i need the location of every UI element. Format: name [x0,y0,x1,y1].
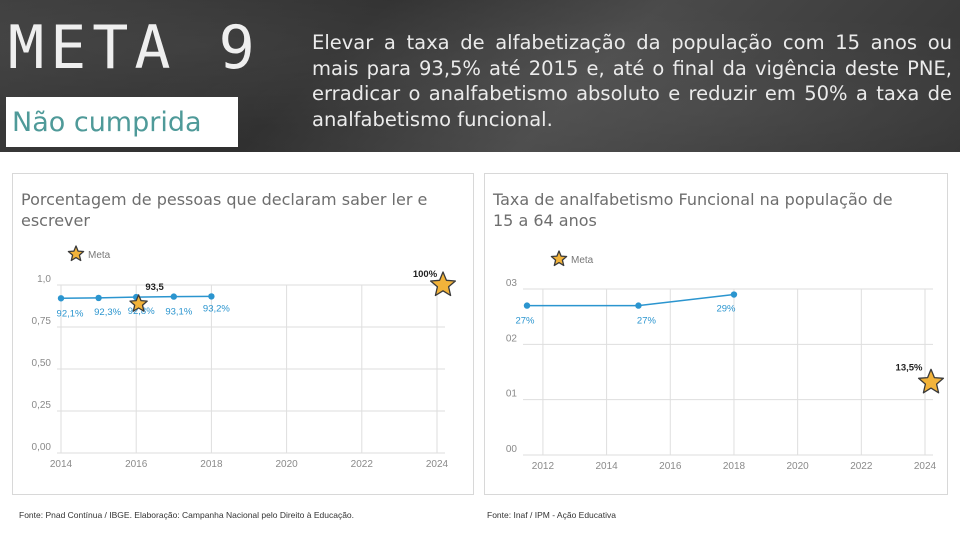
x-tick-label: 2012 [532,461,555,472]
goal-number-title: META 9 [8,13,261,83]
y-tick-label: 0,50 [32,358,52,369]
chart-panel-literacy: Porcentagem de pessoas que declaram sabe… [12,173,474,495]
y-tick-label: 01 [506,389,518,400]
x-tick-label: 2020 [787,461,810,472]
data-label: 27% [637,316,657,327]
target-star-icon [429,271,457,297]
target-star-icon [67,245,85,262]
data-point [170,293,177,300]
data-point [208,293,215,300]
legend-label: Meta [571,255,594,266]
status-label: Não cumprida [12,106,202,138]
x-tick-label: 2014 [50,459,73,470]
x-tick-label: 2016 [659,461,682,472]
data-label: 93,2% [203,303,230,314]
literacy-chart: Meta 2014 2016 2018 2020 2022 2024 1,0 0,75 0,50 0… [32,245,457,470]
y-tick-label: 03 [506,278,518,289]
series-line [527,293,735,307]
goal-description: Elevar a taxa de alfabetização da popula… [312,31,952,131]
target-label: 13,5% [896,362,923,373]
x-tick-label: 2018 [723,461,746,472]
functional-illiteracy-chart: Meta 2012 2014 2016 2018 2020 2022 2024 03 02 01 00… [506,250,945,472]
legend-label: Meta [88,250,111,261]
x-tick-label: 2018 [200,459,223,470]
data-label: 29% [716,304,736,315]
chart-title: Porcentagem de pessoas que declaram sabe… [21,190,428,230]
target-star-icon [550,250,568,267]
data-label: 92,8% [128,306,155,317]
data-label: 27% [515,316,535,327]
chart-panel-functional-illiteracy: Taxa de analfabetismo Funcional na popul… [484,173,948,495]
x-tick-label: 2024 [426,459,449,470]
header-banner: META 9 Não cumprida Elevar a taxa de alf… [0,0,960,152]
x-tick-label: 2016 [125,459,148,470]
data-point [523,302,531,309]
x-tick-label: 2014 [595,461,618,472]
y-tick-label: 0,75 [32,316,52,327]
data-point [57,295,65,302]
y-tick-label: 02 [506,333,518,344]
data-label: 92,3% [94,307,121,318]
chart-title: Taxa de analfabetismo Funcional na popul… [493,190,893,230]
source-note: Fonte: Inaf / IPM - Ação Educativa [487,510,616,520]
data-point [95,294,102,302]
data-point [730,291,738,298]
data-point [635,302,642,309]
target-star-icon [917,368,945,394]
y-tick-label: 0,00 [32,442,52,453]
x-tick-label: 2022 [850,461,873,472]
y-tick-label: 0,25 [32,400,52,411]
target-star-icon [129,294,148,312]
data-label: 93,1% [165,307,192,318]
y-tick-label: 1,0 [37,274,51,285]
status-badge: Não cumprida [6,97,238,147]
x-tick-label: 2020 [275,459,298,470]
data-label: 92,1% [57,308,84,319]
x-tick-label: 2022 [351,459,374,470]
target-label: 93,5 [145,282,164,293]
x-tick-label: 2024 [914,461,937,472]
target-label: 100% [413,269,438,280]
source-note: Fonte: Pnad Contínua / IBGE. Elaboração:… [19,510,355,520]
y-tick-label: 00 [506,444,518,455]
